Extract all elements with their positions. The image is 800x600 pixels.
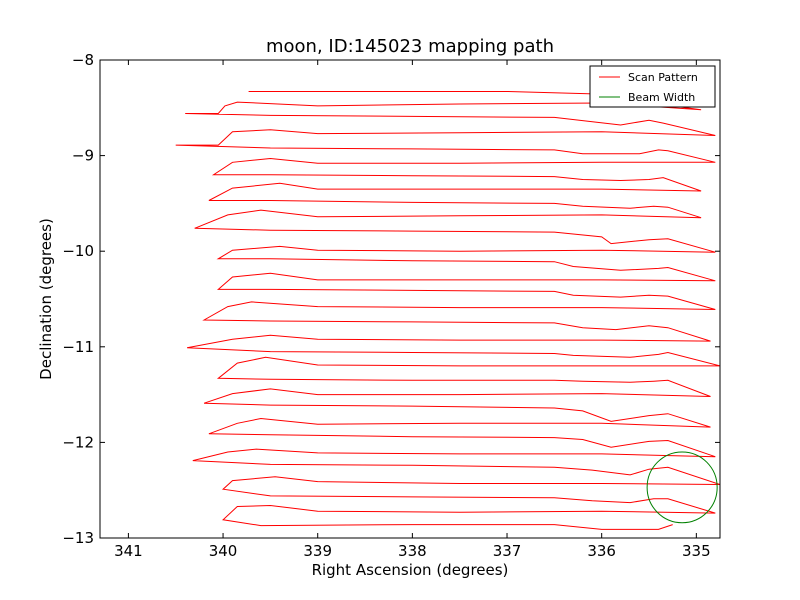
x-tick-label: 338 xyxy=(398,542,427,560)
series-line-scan-pattern xyxy=(175,91,720,530)
plot-frame xyxy=(99,59,721,539)
x-tick-label: 341 xyxy=(114,542,143,560)
chart-title: moon, ID:145023 mapping path xyxy=(266,36,554,57)
legend: Scan Pattern Beam Width xyxy=(589,65,716,108)
x-tick-label: 337 xyxy=(493,542,522,560)
legend-label-scan-pattern: Scan Pattern xyxy=(628,71,698,84)
x-tick-label: 335 xyxy=(682,542,711,560)
y-tick-label: −9 xyxy=(72,147,94,165)
y-tick-label: −10 xyxy=(62,242,94,260)
y-tick-label: −11 xyxy=(62,338,94,356)
beam-width-circle xyxy=(646,451,718,524)
y-tick-label: −13 xyxy=(62,529,94,547)
x-tick-label: 336 xyxy=(587,542,616,560)
x-axis-title: Right Ascension (degrees) xyxy=(312,561,509,579)
legend-label-beam-width: Beam Width xyxy=(628,91,695,104)
plot-background xyxy=(100,60,720,538)
legend-box xyxy=(589,65,716,108)
x-tick-label: 340 xyxy=(209,542,238,560)
y-tick-label: −12 xyxy=(62,433,94,451)
y-tick-label: −8 xyxy=(72,51,94,69)
ticks-layer: 341 340 339 338 337 336 335 −8 −9 −10 −11 −12 −13 xyxy=(62,51,720,560)
x-tick-label: 339 xyxy=(303,542,332,560)
y-axis-title: Declination (degrees) xyxy=(37,218,55,380)
series-layer xyxy=(175,91,720,530)
plot-area: 341 340 339 338 337 336 335 −8 −9 −10 −11 −12 −13 xyxy=(62,51,721,560)
